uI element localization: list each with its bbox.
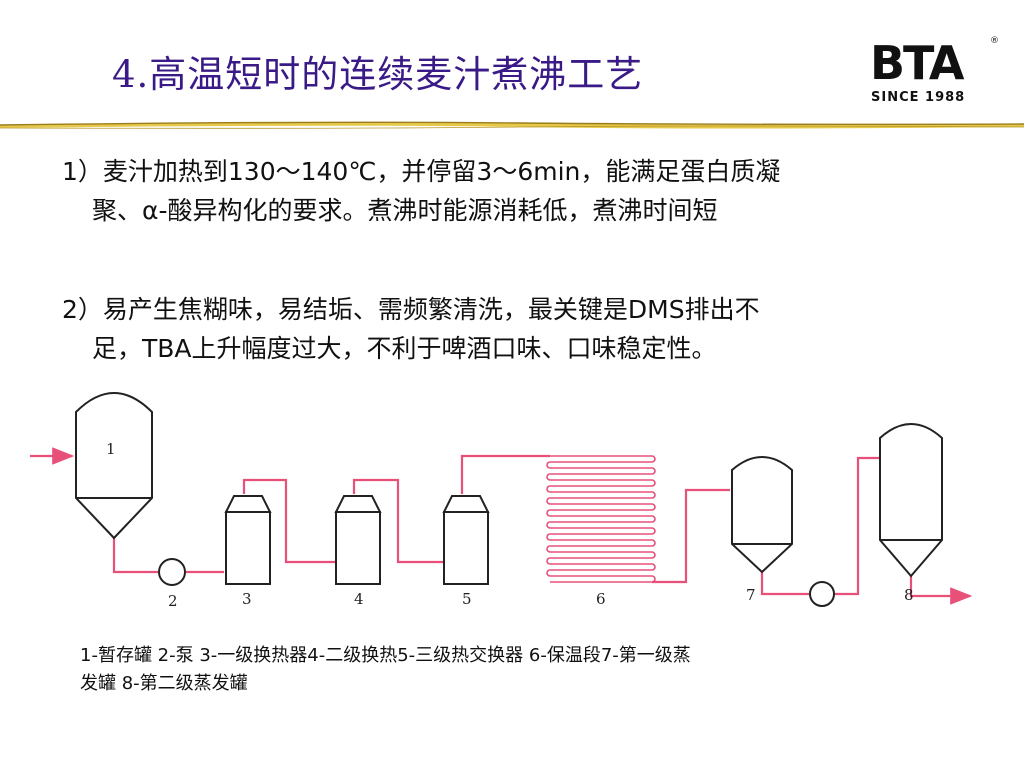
pump-2 (158, 558, 186, 586)
logo-word: BTA (870, 36, 964, 90)
label-3: 3 (242, 590, 252, 608)
pump-7-8 (809, 581, 835, 607)
page-title: 4.高温短时的连续麦汁煮沸工艺 (112, 53, 644, 96)
logo-registered-mark: ® (990, 36, 999, 46)
process-flow-diagram: 1 2 3 4 5 6 7 8 (30, 392, 973, 610)
holding-coil (546, 455, 656, 583)
label-2: 2 (168, 592, 178, 610)
holding-tank-1 (75, 392, 153, 540)
evaporator-8 (879, 423, 943, 578)
logo-since: SINCE 1988 (871, 90, 966, 105)
diagram-legend: 1-暂存罐 2-泵 3-一级换热器4-二级换热5-三级热交换器 6-保温段7-第… (80, 642, 960, 698)
paragraph-1-line-1: 1）麦汁加热到130～140℃，并停留3～6min，能满足蛋白质凝 (62, 157, 781, 186)
paragraph-2: 2）易产生焦糊味，易结垢、需频繁清洗，最关键是DMS排出不 足，TBA上升幅度过… (62, 290, 992, 368)
evaporator-7 (731, 456, 793, 574)
bta-logo: BTA ® SINCE 1988 (870, 36, 1000, 110)
title-divider (0, 121, 1024, 129)
label-6: 6 (596, 590, 606, 608)
label-7: 7 (746, 586, 756, 604)
paragraph-1: 1）麦汁加热到130～140℃，并停留3～6min，能满足蛋白质凝 聚、α-酸异… (62, 152, 992, 230)
label-4: 4 (354, 590, 364, 608)
legend-line-1: 1-暂存罐 2-泵 3-一级换热器4-二级换热5-三级热交换器 6-保温段7-第… (80, 645, 691, 666)
legend-line-2: 发罐 8-第二级蒸发罐 (80, 673, 248, 694)
heat-exchanger-3 (224, 495, 272, 585)
label-1: 1 (106, 440, 116, 458)
coil-path (546, 455, 656, 583)
heat-exchanger-4 (334, 495, 382, 585)
label-8: 8 (904, 586, 914, 604)
paragraph-1-line-2: 聚、α-酸异构化的要求。煮沸时能源消耗低，煮沸时间短 (92, 196, 718, 225)
label-5: 5 (462, 590, 472, 608)
paragraph-2-line-2: 足，TBA上升幅度过大，不利于啤酒口味、口味稳定性。 (92, 334, 717, 363)
heat-exchanger-5 (442, 495, 490, 585)
paragraph-2-line-1: 2）易产生焦糊味，易结垢、需频繁清洗，最关键是DMS排出不 (62, 295, 760, 324)
